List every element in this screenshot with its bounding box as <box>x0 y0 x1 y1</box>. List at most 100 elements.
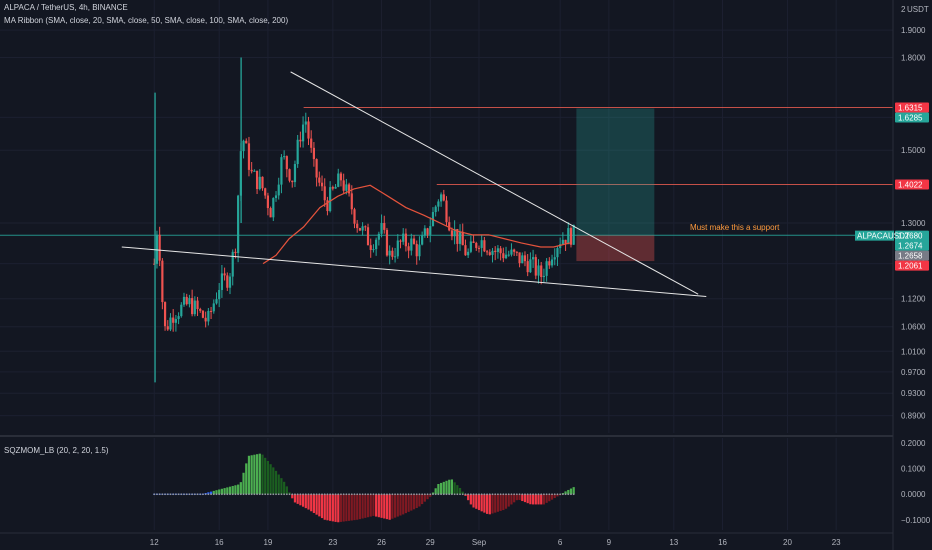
squeeze-dot <box>410 493 413 496</box>
squeeze-dot <box>469 493 472 496</box>
momentum-bar <box>312 494 316 513</box>
candle-body <box>155 234 159 264</box>
candle-body <box>231 251 234 277</box>
squeeze-dot <box>161 493 164 496</box>
price-tick-label: 1.8000 <box>901 54 926 63</box>
momentum-bar <box>507 494 510 507</box>
candle-body <box>542 275 546 278</box>
candle-body <box>502 253 505 259</box>
price-tag-label: 1.2658 <box>898 252 923 261</box>
squeeze-dot <box>356 493 359 496</box>
candle-body <box>472 241 475 243</box>
momentum-bar <box>502 494 505 511</box>
osc-tick-label: 0.1000 <box>901 465 926 474</box>
squeeze-dot <box>556 493 559 496</box>
candle-body <box>345 184 348 191</box>
squeeze-dot <box>475 493 478 496</box>
candle-body <box>534 257 537 276</box>
candle-body <box>266 195 269 209</box>
candle-body <box>556 248 559 258</box>
momentum-bar <box>534 494 537 505</box>
momentum-bar <box>407 494 410 512</box>
candle-body <box>153 263 156 265</box>
squeeze-dot <box>296 493 299 496</box>
candle-body <box>331 187 334 189</box>
time-tick-label: 23 <box>328 538 337 547</box>
osc-tick-label: −0.1000 <box>901 516 931 525</box>
momentum-bar <box>304 494 307 509</box>
candle-body <box>364 226 367 228</box>
candle-body <box>188 298 191 305</box>
momentum-bar <box>564 491 567 495</box>
momentum-bar <box>540 494 543 505</box>
candle-body <box>572 224 575 245</box>
squeeze-dot <box>534 493 537 496</box>
squeeze-dot <box>310 493 313 496</box>
symbol-legend[interactable]: ALPACA / TetherUS, 4h, BINANCE <box>4 3 128 12</box>
candle-body <box>323 186 326 201</box>
candle-body <box>469 241 472 252</box>
squeeze-dot <box>307 493 310 496</box>
squeeze-dot <box>350 493 353 496</box>
squeeze-dot <box>386 493 388 496</box>
candle-body <box>182 296 186 305</box>
squeeze-dot <box>226 493 229 496</box>
squeeze-dot <box>380 493 383 496</box>
squeeze-dot <box>391 493 394 496</box>
candle-body <box>439 194 443 202</box>
candle-body <box>369 245 372 250</box>
squeeze-dot <box>432 493 434 496</box>
momentum-bar <box>548 494 551 502</box>
candle-body <box>437 201 440 207</box>
squeeze-dot <box>548 493 551 496</box>
price-tag <box>895 179 929 190</box>
candle-body <box>526 261 529 273</box>
squeeze-dot <box>413 493 415 496</box>
momentum-bar <box>388 494 391 520</box>
squeeze-dot <box>564 493 567 496</box>
candle-body <box>515 251 518 253</box>
candle-body <box>274 195 278 199</box>
squeeze-dot <box>388 493 391 496</box>
oscillator-legend[interactable]: SQZMOM_LB (20, 2, 20, 1.5) <box>4 446 109 455</box>
squeeze-dot <box>231 493 234 496</box>
momentum-bar <box>339 494 343 522</box>
price-tag-label: 1.2061 <box>898 262 923 271</box>
candle-body <box>301 124 305 142</box>
squeeze-dot <box>302 493 304 496</box>
candle-body <box>196 300 199 310</box>
candle-body <box>237 195 240 254</box>
candle-body <box>334 186 337 189</box>
squeeze-dot <box>234 493 237 496</box>
time-tick-label: 16 <box>215 538 224 547</box>
candle-body <box>264 188 267 196</box>
trendline <box>121 246 707 297</box>
momentum-bar <box>453 482 456 495</box>
squeeze-dot <box>448 493 451 496</box>
momentum-bar <box>456 485 459 495</box>
momentum-bar <box>421 494 424 505</box>
price-tag-label: 1.2674 <box>898 242 923 251</box>
candle-body <box>496 248 500 252</box>
momentum-bar <box>545 494 548 503</box>
squeeze-dot <box>153 493 156 496</box>
squeeze-dot <box>364 493 367 496</box>
momentum-bar <box>518 494 521 500</box>
momentum-bar <box>307 494 310 510</box>
squeeze-dot <box>304 493 307 496</box>
ma-line <box>262 184 571 265</box>
momentum-bar <box>285 486 288 495</box>
candle-body <box>415 243 418 257</box>
candle-body <box>245 140 248 144</box>
candle-body <box>358 228 362 231</box>
squeeze-dot <box>204 493 207 496</box>
momentum-bar <box>342 494 345 522</box>
ma-ribbon-legend[interactable]: MA Ribbon (SMA, close, 20, SMA, close, 5… <box>4 16 289 25</box>
squeeze-dot <box>264 493 267 496</box>
squeeze-dot <box>361 493 364 496</box>
squeeze-dot <box>434 493 437 496</box>
candle-body <box>293 164 297 183</box>
oscillator <box>153 453 575 523</box>
price-tag <box>895 102 929 113</box>
